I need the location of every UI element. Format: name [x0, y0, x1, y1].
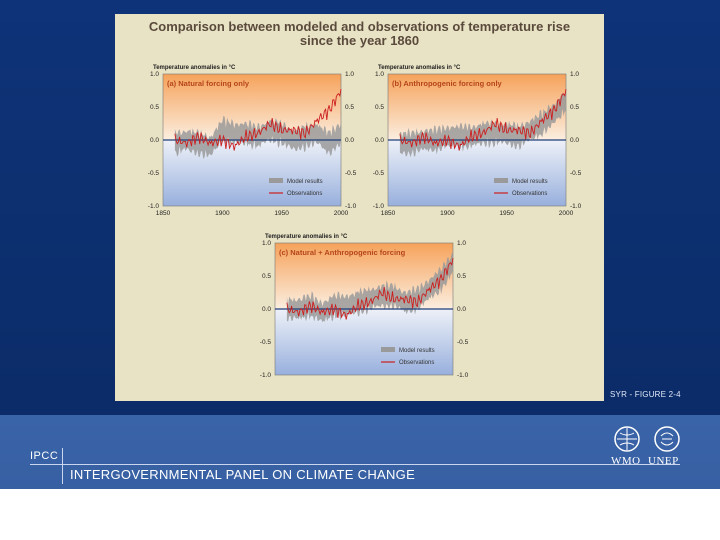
y-tick-label: 0.5: [345, 104, 354, 111]
footer-divider-vertical: [62, 448, 63, 484]
unep-label: UNEP: [648, 455, 679, 467]
y-tick-label: 0.0: [262, 306, 271, 313]
footer-white-strip: [0, 489, 720, 540]
unep-logo-icon: [654, 426, 680, 452]
legend-label: Observations: [287, 191, 322, 197]
legend-swatch-model: [494, 178, 508, 183]
figure-title-line2: since the year 1860: [299, 33, 420, 48]
y-tick-label: 1.0: [262, 240, 271, 247]
ipcc-label: IPCC: [30, 450, 59, 462]
y-tick-label: 1.0: [457, 240, 466, 247]
y-tick-label: -0.5: [457, 339, 469, 346]
model-results-band: [399, 85, 566, 158]
y-tick-label: 1.0: [375, 71, 384, 78]
observations-line: [174, 89, 342, 151]
y-tick-label: 0.5: [262, 273, 271, 280]
y-tick-label: 0.5: [150, 104, 159, 111]
panel-title: (c) Natural + Anthropogenic forcing: [279, 248, 406, 257]
y-tick-label: 0.0: [375, 137, 384, 144]
x-tick-label: 1900: [215, 210, 230, 217]
x-tick-label: 1850: [156, 210, 171, 217]
figure-caption: SYR - FIGURE 2-4: [610, 390, 681, 399]
y-tick-label: -1.0: [148, 203, 160, 210]
y-axis-label: Temperature anomalies in °C: [153, 65, 236, 71]
y-tick-label: -1.0: [345, 203, 357, 210]
model-results-band: [286, 252, 453, 323]
x-tick-label: 2000: [334, 210, 349, 217]
y-tick-label: 0.0: [345, 137, 354, 144]
y-tick-label: 0.0: [570, 137, 579, 144]
legend-label: Model results: [512, 179, 548, 185]
x-tick-label: 1950: [274, 210, 289, 217]
temperature-charts: Temperature anomalies in °C (a) Natural f…: [148, 65, 582, 379]
organization-name: INTERGOVERNMENTAL PANEL ON CLIMATE CHANG…: [70, 467, 416, 482]
wmo-label: WMO: [611, 455, 641, 467]
y-tick-label: -1.0: [570, 203, 582, 210]
y-tick-label: -0.5: [570, 170, 582, 177]
y-tick-label: -1.0: [457, 372, 469, 379]
panel-title: (a) Natural forcing only: [167, 79, 250, 88]
footer-band: [0, 415, 720, 489]
y-tick-label: -0.5: [373, 170, 385, 177]
observations-line: [286, 258, 454, 320]
legend-label: Model results: [287, 179, 323, 185]
y-tick-label: 0.5: [570, 104, 579, 111]
y-tick-label: 1.0: [150, 71, 159, 78]
legend-label: Model results: [399, 348, 435, 354]
y-tick-label: 1.0: [570, 71, 579, 78]
y-tick-label: -1.0: [260, 372, 272, 379]
y-tick-label: 0.5: [375, 104, 384, 111]
y-axis-label: Temperature anomalies in °C: [378, 65, 461, 71]
panel-title: (b) Anthropogenic forcing only: [392, 79, 503, 88]
legend-label: Observations: [512, 191, 547, 197]
footer-divider-horizontal: [30, 464, 680, 465]
legend-swatch-model: [269, 178, 283, 183]
y-tick-label: -0.5: [260, 339, 272, 346]
y-tick-label: -0.5: [345, 170, 357, 177]
observations-line: [399, 89, 567, 151]
y-axis-label: Temperature anomalies in °C: [265, 234, 348, 240]
model-results-band: [174, 115, 341, 159]
x-tick-label: 2000: [559, 210, 574, 217]
x-tick-label: 1950: [499, 210, 514, 217]
figure-panel: Comparison between modeled and observati…: [115, 14, 604, 401]
x-tick-label: 1850: [381, 210, 396, 217]
wmo-logo-icon: [614, 426, 640, 452]
y-tick-label: 0.0: [457, 306, 466, 313]
y-tick-label: -1.0: [373, 203, 385, 210]
x-tick-label: 1900: [440, 210, 455, 217]
figure-title-line1: Comparison between modeled and observati…: [148, 19, 571, 34]
y-tick-label: 1.0: [345, 71, 354, 78]
legend-swatch-model: [381, 347, 395, 352]
legend-label: Observations: [399, 360, 434, 366]
y-tick-label: 0.0: [150, 137, 159, 144]
y-tick-label: -0.5: [148, 170, 160, 177]
y-tick-label: 0.5: [457, 273, 466, 280]
figure-title: Comparison between modeled and observati…: [115, 20, 604, 48]
